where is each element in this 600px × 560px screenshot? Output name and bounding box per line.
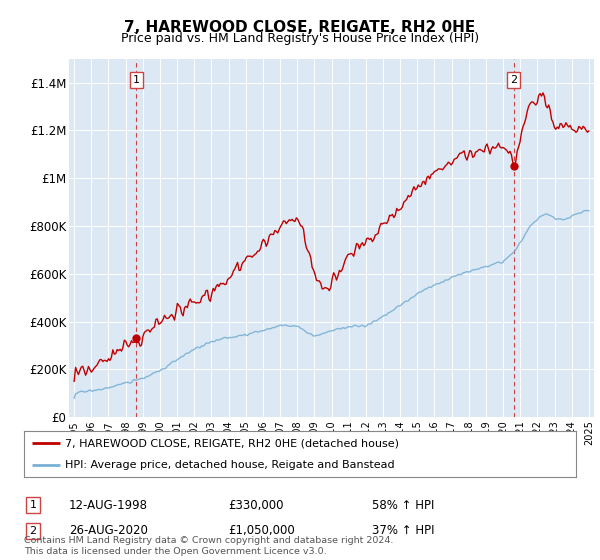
Text: 7, HAREWOOD CLOSE, REIGATE, RH2 0HE (detached house): 7, HAREWOOD CLOSE, REIGATE, RH2 0HE (det… <box>65 438 400 448</box>
Text: Price paid vs. HM Land Registry's House Price Index (HPI): Price paid vs. HM Land Registry's House … <box>121 32 479 45</box>
Text: 1: 1 <box>133 75 140 85</box>
Text: 26-AUG-2020: 26-AUG-2020 <box>69 524 148 538</box>
Text: 58% ↑ HPI: 58% ↑ HPI <box>372 498 434 512</box>
Text: 7, HAREWOOD CLOSE, REIGATE, RH2 0HE: 7, HAREWOOD CLOSE, REIGATE, RH2 0HE <box>124 20 476 35</box>
Text: £330,000: £330,000 <box>228 498 284 512</box>
Text: HPI: Average price, detached house, Reigate and Banstead: HPI: Average price, detached house, Reig… <box>65 460 395 470</box>
Text: 1: 1 <box>29 500 37 510</box>
Text: 37% ↑ HPI: 37% ↑ HPI <box>372 524 434 538</box>
Text: 2: 2 <box>510 75 517 85</box>
Text: Contains HM Land Registry data © Crown copyright and database right 2024.
This d: Contains HM Land Registry data © Crown c… <box>24 536 394 556</box>
Text: 12-AUG-1998: 12-AUG-1998 <box>69 498 148 512</box>
Text: £1,050,000: £1,050,000 <box>228 524 295 538</box>
Text: 2: 2 <box>29 526 37 536</box>
